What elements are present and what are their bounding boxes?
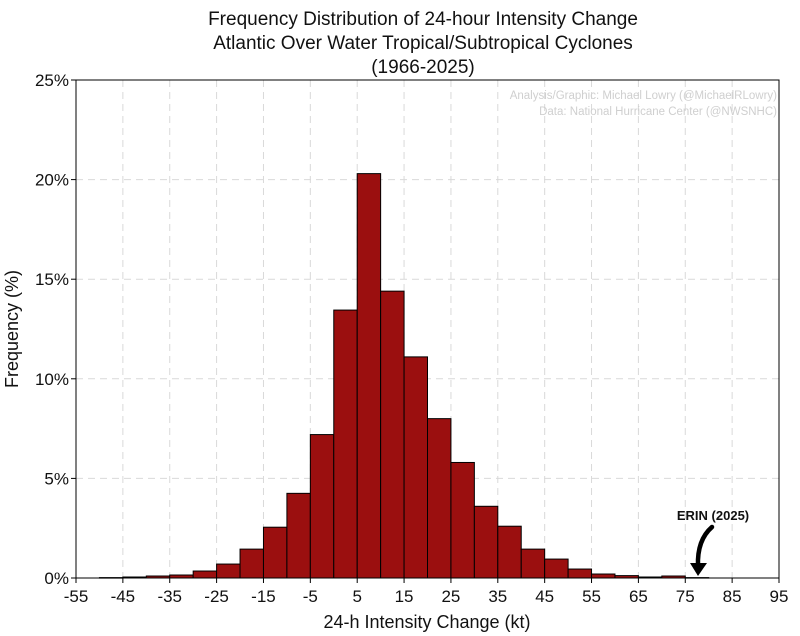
y-tick-label: 5% <box>44 469 69 488</box>
histogram-bar <box>309 434 335 579</box>
x-tick-label: -25 <box>204 587 229 606</box>
histogram-bars <box>98 173 710 579</box>
x-tick-label: -45 <box>111 587 136 606</box>
x-tick-label: 25 <box>441 587 460 606</box>
x-axis-ticks: -55 -45 -35 -25 -15 -5 5 15 25 35 45 55 65 75 85 95 <box>64 578 789 606</box>
x-tick-label: 65 <box>629 587 648 606</box>
x-tick-label: 95 <box>770 587 789 606</box>
histogram-bar <box>286 492 311 579</box>
y-axis-label: Frequency (%) <box>2 270 22 388</box>
histogram-bar <box>544 558 569 579</box>
histogram-bar <box>497 525 522 579</box>
credit-line-2: Data: National Hurricane Center (@NWSNHC… <box>539 106 777 118</box>
y-tick-label: 0% <box>44 569 69 588</box>
histogram-bar <box>333 309 358 579</box>
histogram-bar <box>239 548 264 579</box>
y-tick-label: 20% <box>35 171 69 190</box>
histogram-bar <box>520 548 546 579</box>
x-tick-label: 35 <box>488 587 507 606</box>
x-tick-label: 5 <box>352 587 361 606</box>
histogram-bar <box>473 505 499 579</box>
y-tick-label: 10% <box>35 370 69 389</box>
histogram-bar <box>380 290 405 579</box>
plot-frame <box>75 79 780 579</box>
y-tick-label: 25% <box>35 71 69 90</box>
histogram-bar <box>567 568 593 579</box>
erin-annotation-arrow-icon <box>690 524 715 576</box>
x-tick-label: -55 <box>64 587 89 606</box>
histogram-bar <box>403 356 429 579</box>
x-tick-label: 55 <box>582 587 601 606</box>
x-tick-label: 15 <box>395 587 414 606</box>
x-tick-label: 75 <box>676 587 695 606</box>
histogram-bar <box>216 563 241 579</box>
erin-annotation-label: ERIN (2025) <box>677 508 749 523</box>
chart-title-line-2: Atlantic Over Water Tropical/Subtropical… <box>213 33 633 54</box>
x-tick-label: -15 <box>251 587 276 606</box>
chart-title-line-3: (1966-2025) <box>371 57 475 78</box>
chart-title-line-1: Frequency Distribution of 24-hour Intens… <box>208 9 638 30</box>
histogram-bar <box>262 526 288 579</box>
credit-line-1: Analysis/Graphic: Michael Lowry (@Michae… <box>510 90 777 102</box>
x-tick-label: 85 <box>723 587 742 606</box>
histogram-bar <box>591 573 616 579</box>
y-tick-label: 15% <box>35 270 69 289</box>
x-axis-label: 24-h Intensity Change (kt) <box>323 612 530 632</box>
x-tick-label: -5 <box>303 587 318 606</box>
histogram-bar <box>192 570 218 579</box>
x-tick-label: -35 <box>157 587 182 606</box>
y-axis-ticks: 0% 5% 10% 15% 20% 25% <box>35 71 76 588</box>
x-tick-label: 45 <box>535 587 554 606</box>
histogram-bar <box>427 418 452 579</box>
histogram-bar <box>450 461 475 579</box>
histogram-bar <box>356 173 382 579</box>
